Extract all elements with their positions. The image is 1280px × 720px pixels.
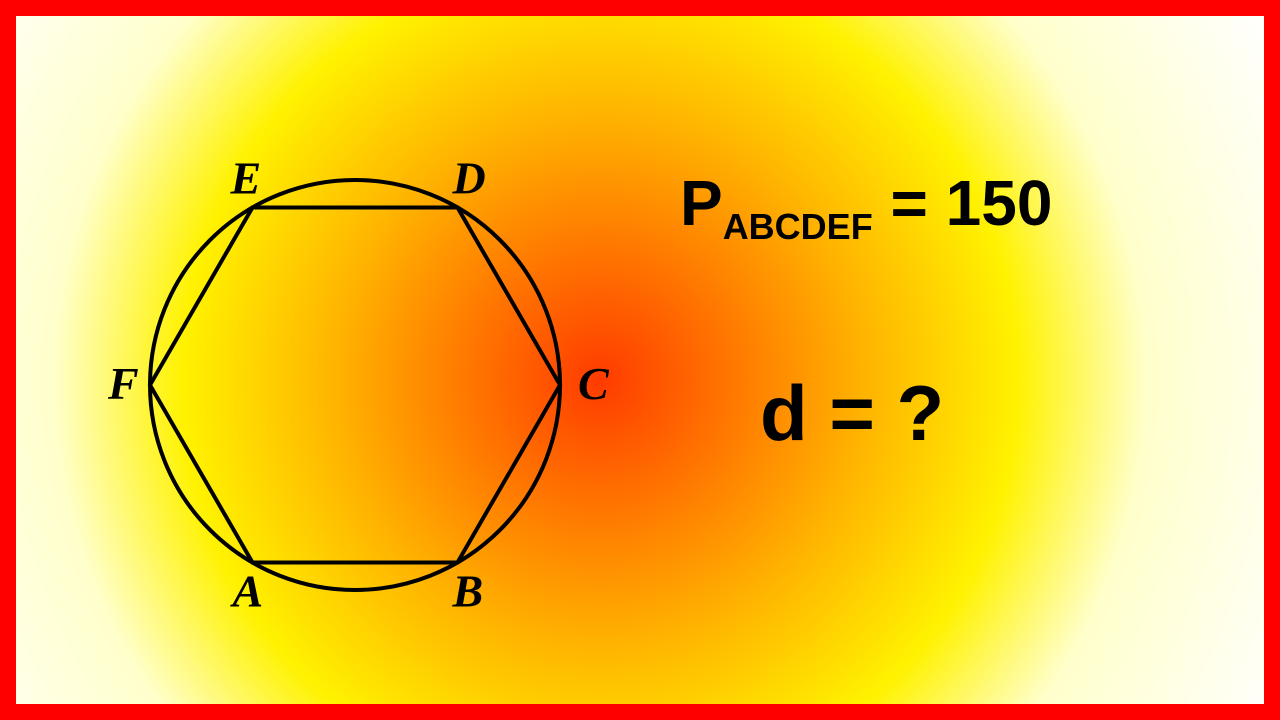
vertex-label-f: F (107, 358, 139, 409)
vertex-label-e: E (230, 152, 262, 203)
background-gradient (16, 16, 1264, 704)
vertex-label-d: D (452, 152, 486, 203)
vertex-label-c: C (578, 358, 610, 409)
figure-svg: ABCDEFPABCDEF = 150d = ? (0, 0, 1280, 720)
perimeter-variable: P (680, 167, 723, 239)
perimeter-subscript: ABCDEF (723, 206, 873, 247)
vertex-label-a: A (230, 566, 264, 617)
diameter-question: d = ? (760, 369, 944, 457)
vertex-label-b: B (452, 566, 484, 617)
perimeter-value: = 150 (873, 167, 1053, 239)
figure-stage: ABCDEFPABCDEF = 150d = ? (0, 0, 1280, 720)
